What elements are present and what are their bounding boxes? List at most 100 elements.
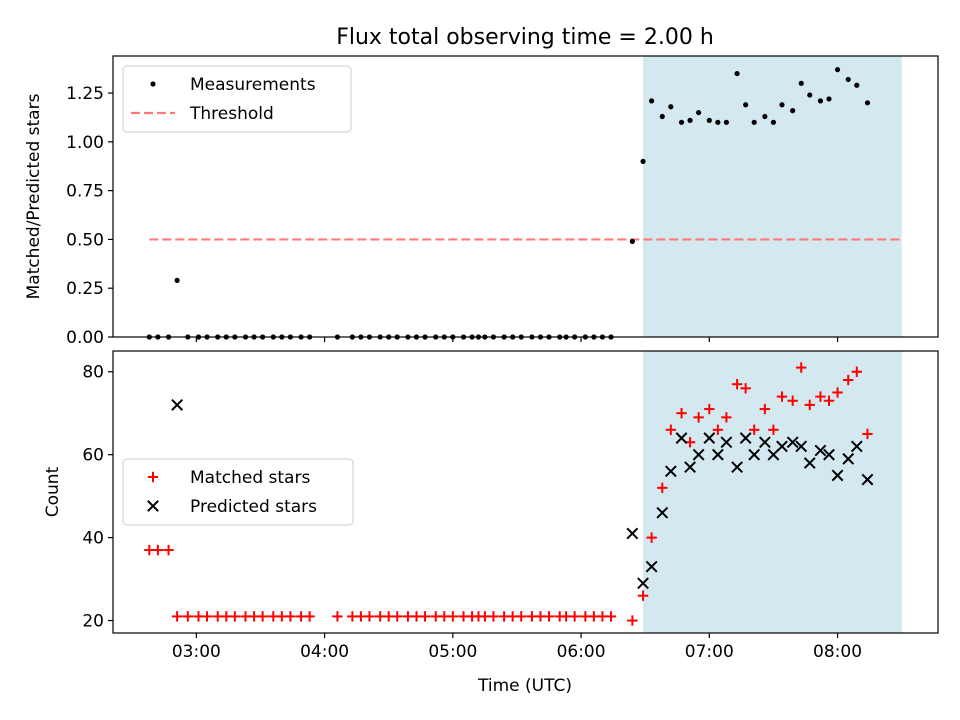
data-point [152, 544, 164, 556]
data-point [762, 113, 768, 120]
data-point [687, 117, 693, 123]
y-tick-label: 0.50 [66, 230, 104, 250]
data-point [665, 424, 677, 435]
data-point [779, 102, 785, 108]
data-point [843, 374, 854, 386]
data-point [692, 448, 705, 461]
y-tick-label: 20 [82, 612, 104, 632]
data-point [807, 92, 813, 98]
data-point [646, 532, 657, 543]
y-tick-label: 1.25 [66, 84, 104, 104]
legend-box [122, 458, 354, 526]
series-1 [144, 362, 873, 626]
data-point [182, 611, 194, 622]
y-tick-label: 0.00 [66, 328, 104, 348]
y-tick-label: 60 [82, 446, 104, 466]
data-point [751, 119, 757, 125]
data-point [656, 506, 669, 519]
data-point [731, 378, 743, 390]
data-point [864, 100, 871, 106]
data-point [787, 395, 798, 406]
legend: Measurements Threshold [122, 65, 352, 133]
x-tick-label: 05:00 [428, 642, 477, 662]
data-point [814, 444, 827, 457]
data-point [823, 448, 835, 461]
data-point [569, 611, 580, 622]
legend-marker [147, 471, 159, 483]
data-point [706, 117, 712, 123]
data-point [629, 238, 635, 244]
data-point [845, 76, 851, 83]
data-point [842, 452, 855, 465]
data-point [257, 611, 268, 622]
y-tick-label: 0.75 [66, 182, 104, 202]
x-tick-label: 04:00 [300, 642, 349, 662]
data-point [678, 119, 685, 125]
axes-frame [112, 55, 939, 338]
data-point [392, 611, 403, 622]
data-point [720, 436, 733, 449]
y-tick-label: 80 [82, 363, 104, 383]
x-tick-label: 07:00 [685, 642, 734, 662]
data-point [637, 577, 649, 590]
data-point [739, 432, 752, 444]
data-point [796, 362, 807, 373]
data-point [703, 432, 716, 444]
data-point [668, 104, 674, 110]
y-axis-label: Matched/Predicted stars [24, 93, 44, 299]
observing-span-shade [643, 56, 902, 337]
data-point [850, 440, 863, 453]
legend-marker [147, 500, 159, 512]
y-tick-label: 0.25 [66, 279, 104, 299]
data-point [704, 403, 715, 415]
data-point [171, 399, 184, 411]
data-point [488, 611, 499, 622]
data-point [201, 611, 213, 622]
legend-label: Matched stars [190, 468, 310, 488]
data-point [171, 611, 183, 622]
data-point [637, 590, 649, 601]
observing-span-shade [643, 351, 902, 633]
data-point [364, 611, 375, 622]
data-point [740, 383, 751, 394]
data-point [768, 424, 779, 435]
data-point [862, 428, 873, 440]
series-2 [171, 399, 874, 590]
data-point [684, 461, 696, 474]
data-point [743, 102, 749, 108]
data-point [817, 98, 824, 104]
data-point [734, 70, 740, 77]
legend-marker [150, 81, 156, 87]
x-tick-label: 08:00 [813, 642, 862, 662]
data-point [516, 611, 527, 622]
data-point [770, 119, 777, 125]
chart-title: Flux total observing time = 2.00 h [336, 25, 714, 50]
axes-frame [112, 350, 939, 634]
data-point [834, 67, 841, 73]
data-point [675, 432, 688, 444]
data-point [786, 436, 799, 449]
data-point [693, 412, 704, 423]
data-point [776, 440, 788, 453]
data-point [645, 560, 658, 573]
data-point [332, 611, 343, 622]
data-point [712, 424, 724, 435]
data-point [711, 448, 724, 461]
data-point [649, 98, 655, 104]
data-point [815, 391, 826, 402]
data-point [832, 387, 843, 398]
data-point [659, 113, 665, 120]
data-point [823, 395, 835, 406]
data-point [605, 611, 617, 622]
y-axis-label: Count [43, 466, 63, 517]
data-point [854, 82, 860, 88]
data-point [795, 440, 808, 453]
data-point [174, 277, 180, 284]
data-point [304, 611, 315, 622]
data-point [627, 615, 638, 626]
data-point [657, 482, 668, 494]
data-point [419, 611, 431, 622]
data-point [723, 119, 730, 125]
data-point [804, 399, 815, 411]
